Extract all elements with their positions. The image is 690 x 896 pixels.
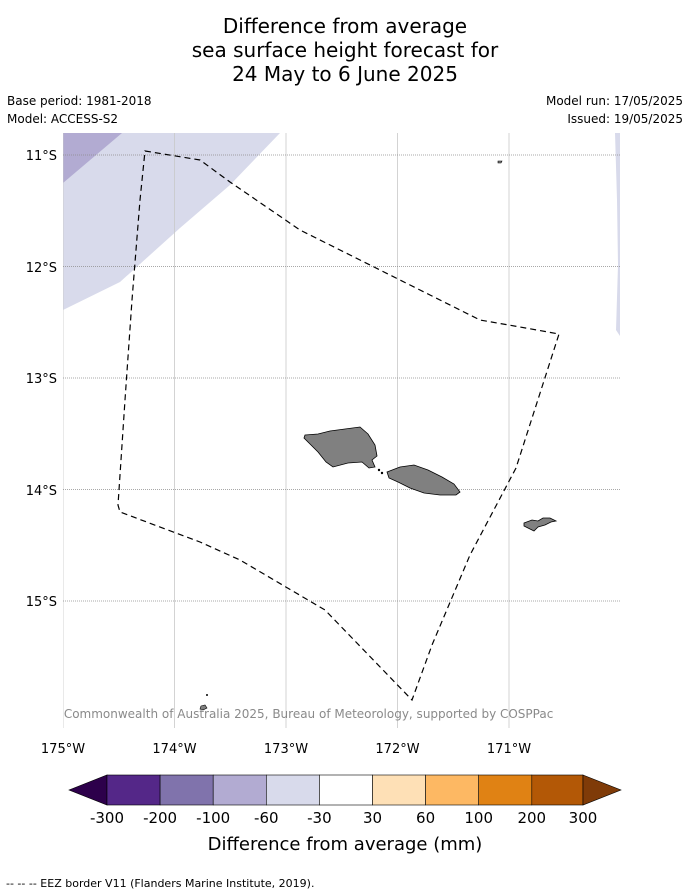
lat-tick-11s: 11°S [26, 149, 57, 164]
colorbar-segment-9 [531, 774, 584, 806]
islet-south [206, 694, 208, 696]
model-label: Model: ACCESS-S2 [7, 112, 119, 126]
colorbar-tick-label: -100 [196, 809, 230, 827]
lat-tick-12s: 12°S [26, 261, 57, 276]
issued-label: Issued: 19/05/2025 [567, 112, 683, 126]
islet-manono [380, 471, 384, 475]
island-savaii [303, 426, 378, 469]
colorbar-tick-label: 300 [569, 809, 598, 827]
model-run-label: Model run: 17/05/2025 [545, 94, 683, 108]
anomaly-band-east [615, 133, 620, 336]
lon-tick-174w: 174°W [152, 742, 196, 757]
lat-tick-13s: 13°S [26, 372, 57, 387]
colorbar-tick-label: -300 [90, 809, 124, 827]
lat-gridlines [63, 154, 620, 602]
colorbar-tick-label: 200 [517, 809, 546, 827]
gridlines [63, 133, 510, 728]
colorbar-segment-5 [319, 774, 373, 806]
colorbar-extend-low [68, 774, 108, 806]
island-tutuila [523, 517, 558, 532]
colorbar-segment-2 [159, 774, 214, 806]
colorbar-segment-7 [425, 774, 480, 806]
lat-tick-labels: 11°S 12°S 13°S 14°S 15°S [26, 149, 57, 610]
island-niuafoou [199, 704, 208, 711]
anomaly-band-light [63, 133, 280, 310]
island-swains [497, 160, 503, 164]
colorbar-tick-label: -60 [254, 809, 279, 827]
islet-apolima [377, 468, 381, 472]
colorbar-segment-3 [212, 774, 267, 806]
colorbar-tick-label: -200 [143, 809, 177, 827]
colorbar-tick-label: 60 [416, 809, 435, 827]
lat-tick-15s: 15°S [26, 595, 57, 610]
colorbar-title: Difference from average (mm) [208, 834, 483, 855]
title-line-3: 24 May to 6 June 2025 [232, 62, 458, 86]
colorbar-tick-label: 100 [464, 809, 493, 827]
lon-tick-175w: 175°W [41, 742, 85, 757]
lon-tick-173w: 173°W [264, 742, 308, 757]
lon-tick-labels: 175°W 174°W 173°W 172°W 171°W [41, 742, 531, 757]
lon-tick-171w: 171°W [487, 742, 531, 757]
colorbar-tick-label: -30 [307, 809, 332, 827]
title-line-1: Difference from average [222, 14, 468, 38]
anomaly-band-medium [63, 133, 122, 183]
colorbar-segment-1 [106, 774, 161, 806]
colorbar: -300 -200 -100 -60 -30 30 60 100 200 300… [68, 774, 622, 855]
title-line-2: sea surface height forecast for [191, 38, 499, 62]
copyright-notice: © Commonwealth of Australia 2025, Bureau… [48, 707, 553, 721]
base-period-label: Base period: 1981-2018 [7, 94, 152, 108]
map-panel: © Commonwealth of Australia 2025, Bureau… [48, 133, 620, 728]
colorbar-tick-label: 30 [363, 809, 382, 827]
colorbar-segment-8 [478, 774, 533, 806]
island-upolu [386, 464, 461, 496]
colorbar-segment-4 [265, 774, 320, 806]
eez-border-line [117, 150, 560, 702]
colorbar-extend-high [582, 774, 622, 806]
colorbar-segment-6 [372, 774, 426, 806]
map-title: Difference from average sea surface heig… [0, 14, 690, 86]
eez-legend-note: -- -- -- EEZ border V11 (Flanders Marine… [6, 877, 315, 890]
lat-tick-14s: 14°S [26, 484, 57, 499]
lon-tick-172w: 172°W [375, 742, 419, 757]
